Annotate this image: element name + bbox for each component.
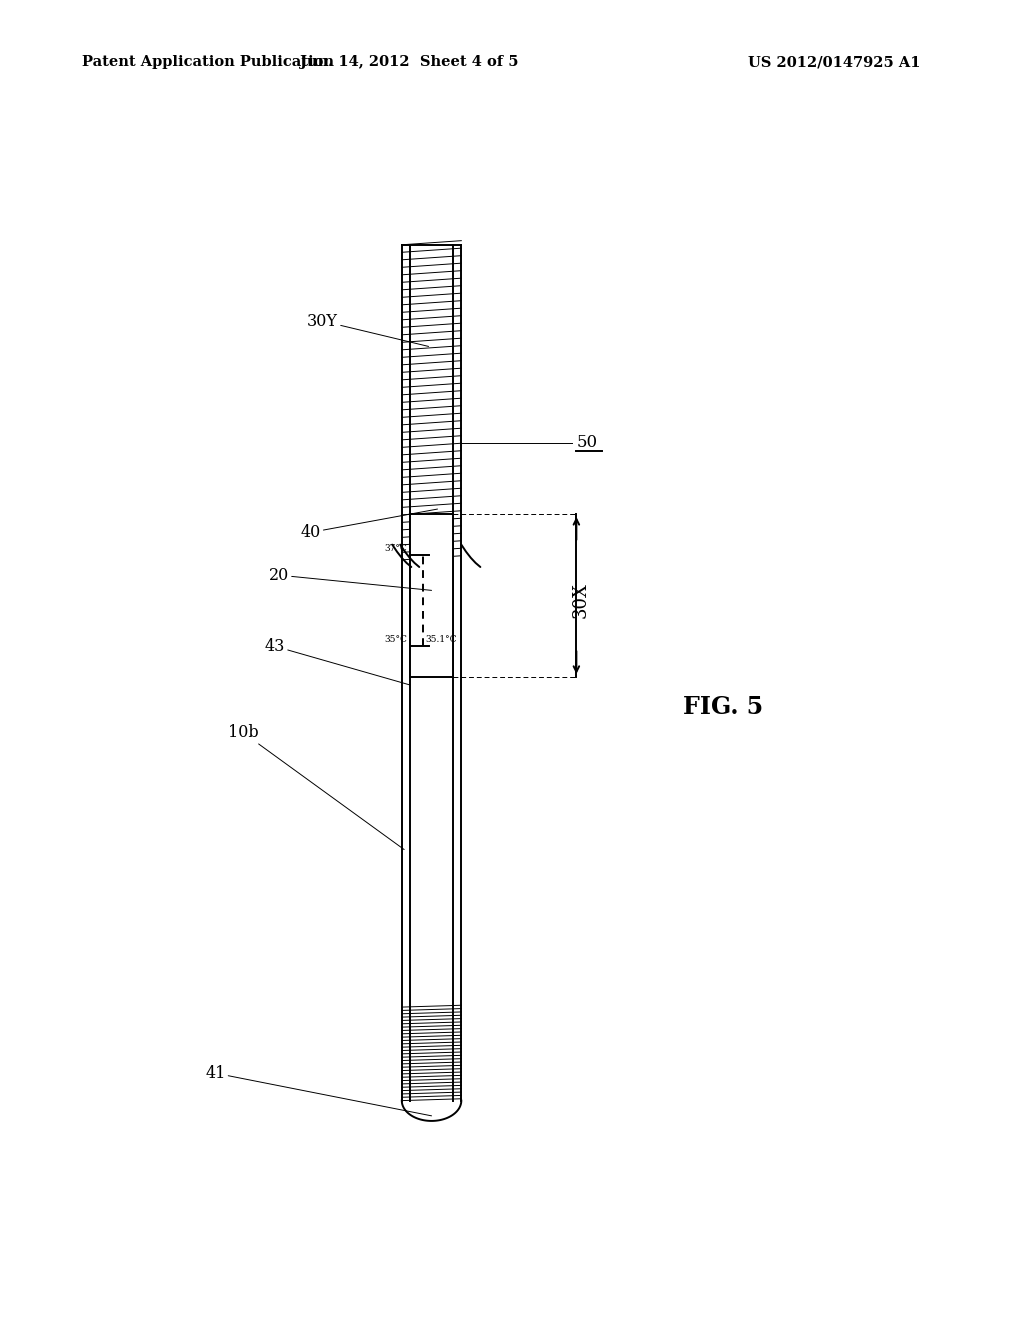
Text: 50: 50 [577, 434, 598, 451]
Text: 35°C: 35°C [384, 635, 408, 644]
Text: 30X: 30X [571, 582, 590, 619]
Text: 30Y: 30Y [307, 313, 429, 346]
Text: 40: 40 [300, 510, 437, 541]
Text: 37°C: 37°C [385, 544, 408, 553]
Text: 10b: 10b [227, 725, 404, 850]
Text: US 2012/0147925 A1: US 2012/0147925 A1 [748, 55, 920, 70]
Text: 41: 41 [205, 1065, 431, 1115]
Text: 43: 43 [264, 638, 410, 685]
Text: Patent Application Publication: Patent Application Publication [82, 55, 334, 70]
Text: 20: 20 [268, 566, 431, 590]
Text: Jun. 14, 2012  Sheet 4 of 5: Jun. 14, 2012 Sheet 4 of 5 [300, 55, 519, 70]
Bar [410, 515, 454, 677]
Text: 35.1°C: 35.1°C [425, 635, 457, 644]
Text: FIG. 5: FIG. 5 [683, 696, 763, 719]
